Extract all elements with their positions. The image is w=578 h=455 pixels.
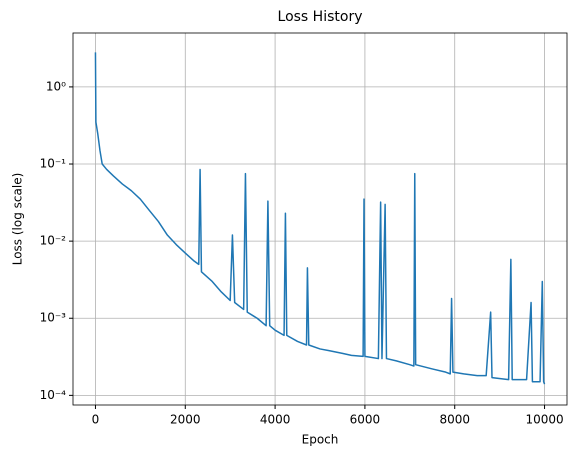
y-axis-label: Loss (log scale) — [11, 173, 25, 266]
y-tick-label: 10⁻² — [40, 234, 67, 248]
x-tick-label: 0 — [92, 413, 100, 427]
loss-line — [94, 52, 546, 385]
chart-title: Loss History — [278, 9, 363, 25]
y-tick-label: 10⁰ — [46, 79, 66, 93]
y-tick-label: 10⁻³ — [40, 311, 67, 325]
y-tick-label: 10⁻⁴ — [40, 388, 67, 402]
x-tick-label: 10000 — [525, 413, 563, 427]
x-tick-label: 8000 — [439, 413, 470, 427]
x-tick-label: 2000 — [170, 413, 201, 427]
y-tick-label: 10⁻¹ — [40, 157, 67, 171]
x-axis-label: Epoch — [302, 433, 339, 447]
plot-frame — [72, 32, 568, 406]
x-tick-label: 4000 — [260, 413, 291, 427]
x-tick-label: 6000 — [350, 413, 381, 427]
